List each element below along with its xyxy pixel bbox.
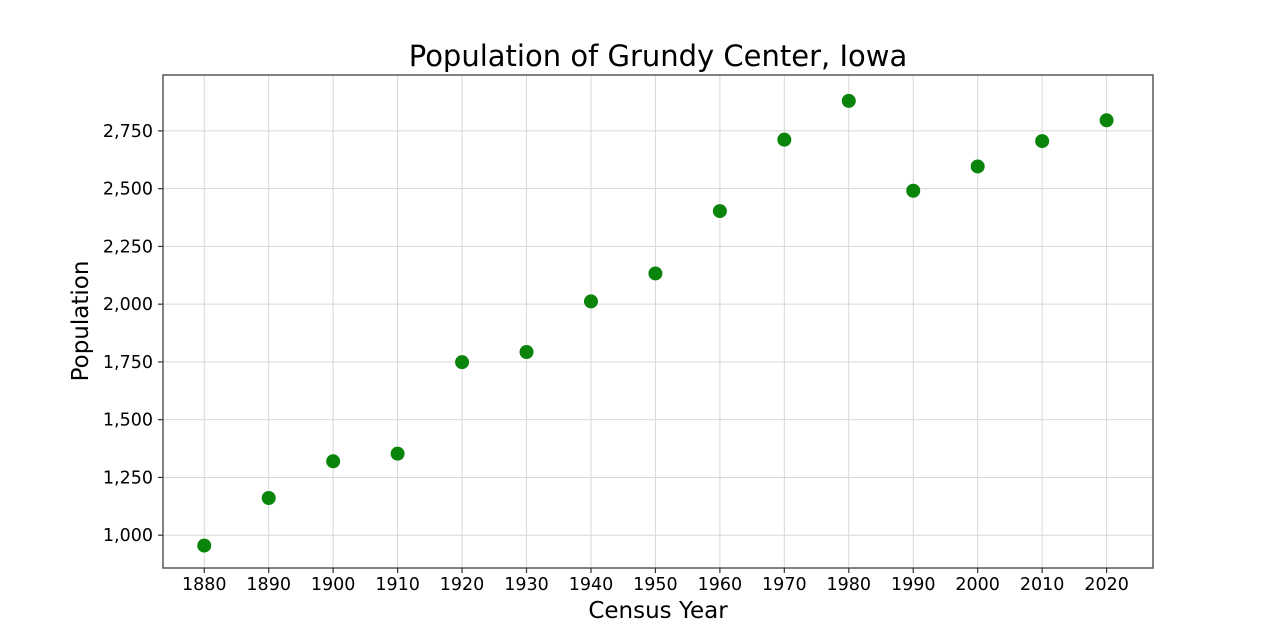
x-tick-label: 1960: [698, 575, 743, 595]
x-tick-label: 2000: [955, 575, 1000, 595]
data-point: [970, 159, 985, 174]
chart-title: Population of Grundy Center, Iowa: [409, 39, 908, 73]
x-tick-label: 1950: [633, 575, 678, 595]
y-tick-label: 1,750: [103, 353, 153, 373]
y-tick-label: 2,750: [103, 122, 153, 142]
x-tick-label: 1980: [827, 575, 872, 595]
x-axis-label: Census Year: [588, 598, 728, 624]
y-tick-label: 2,000: [103, 295, 153, 315]
plot-border: [162, 74, 1154, 569]
data-point: [712, 204, 727, 219]
axes-spines: [162, 74, 1154, 569]
x-tick-label: 1910: [375, 575, 420, 595]
x-tick-label: 1880: [182, 575, 227, 595]
y-tick-label: 1,000: [103, 526, 153, 546]
grid-layer: [163, 75, 1153, 568]
x-tick-label: 2010: [1020, 575, 1065, 595]
y-tick-label: 2,500: [103, 180, 153, 200]
data-point: [326, 454, 341, 469]
data-point: [519, 344, 534, 359]
y-tick-label: 1,250: [103, 468, 153, 488]
data-point: [648, 266, 663, 281]
data-point: [906, 183, 921, 198]
y-tick-label: 1,500: [103, 411, 153, 431]
x-tick-label: 1970: [762, 575, 807, 595]
data-point: [841, 93, 856, 108]
data-point: [1099, 113, 1114, 128]
x-tick-label: 1940: [569, 575, 614, 595]
data-point: [197, 538, 212, 553]
data-point: [261, 491, 276, 506]
x-tick-label: 1900: [311, 575, 356, 595]
y-axis-label: Population: [68, 261, 94, 382]
x-tick-label: 2020: [1084, 575, 1129, 595]
data-point: [455, 355, 470, 370]
data-point-layer: [197, 93, 1114, 553]
tick-layer: 1880 1890 1900 1910 1920 1930 1940 1950 1960 1970…: [103, 122, 1129, 595]
y-tick-label: 2,250: [103, 237, 153, 257]
data-point: [390, 446, 405, 461]
data-point: [777, 132, 792, 147]
x-tick-label: 1890: [246, 575, 291, 595]
data-point: [1035, 134, 1050, 149]
x-tick-label: 1930: [504, 575, 549, 595]
x-tick-label: 1920: [440, 575, 485, 595]
data-point: [583, 294, 598, 309]
x-tick-label: 1990: [891, 575, 936, 595]
